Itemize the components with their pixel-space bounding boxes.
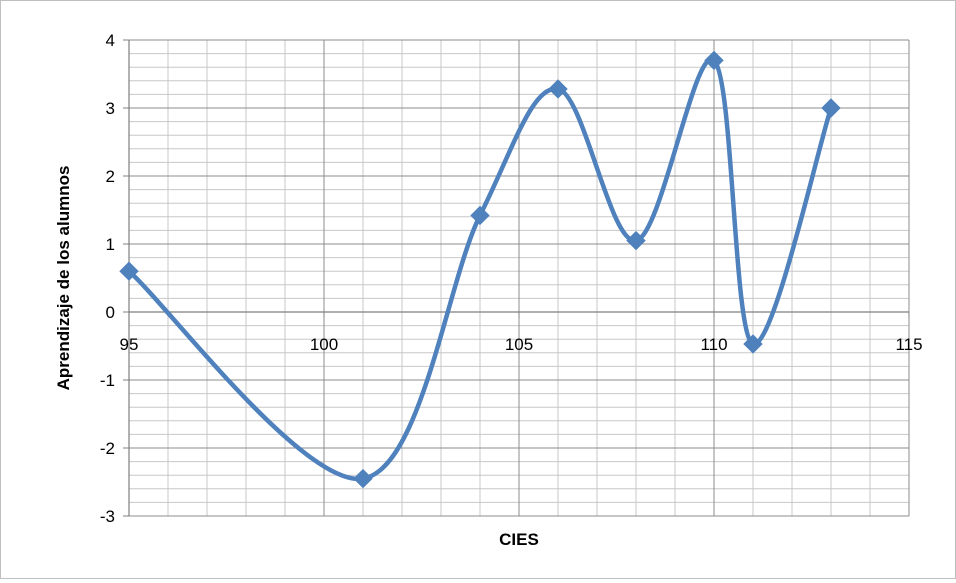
data-point-marker: [353, 468, 373, 489]
x-tick-label: 105: [505, 335, 533, 354]
data-point-marker: [119, 261, 139, 281]
y-tick-label: -3: [100, 507, 115, 526]
y-tick-label: -2: [100, 439, 115, 458]
y-tick-label: 4: [106, 31, 115, 50]
data-point-marker: [470, 205, 490, 226]
data-point-marker: [821, 98, 841, 118]
y-tick-label: 3: [106, 99, 115, 118]
y-tick-label: 0: [106, 303, 115, 322]
y-tick-label: -1: [100, 371, 115, 390]
data-point-marker: [548, 79, 568, 99]
x-axis-title: CIES: [499, 530, 539, 549]
x-tick-label: 100: [310, 335, 338, 354]
y-axis-title: Aprendizaje de los alumnos: [54, 166, 73, 391]
axes: [123, 39, 910, 517]
data-point-marker: [704, 50, 724, 71]
series-group: [119, 50, 841, 489]
x-tick-label: 110: [700, 335, 727, 354]
major-gridlines: [128, 39, 910, 517]
data-point-marker: [743, 334, 763, 354]
y-tick-label: 1: [106, 235, 115, 254]
x-tick-label: 115: [895, 335, 922, 354]
y-tick-label: 2: [106, 167, 115, 186]
x-tick-labels: 95 100 105 110 115: [120, 335, 923, 354]
data-point-marker: [626, 230, 646, 251]
y-tick-labels: -3 -2 -1 0 1 2 3 4: [100, 31, 115, 526]
x-tick-label: 95: [120, 335, 139, 354]
